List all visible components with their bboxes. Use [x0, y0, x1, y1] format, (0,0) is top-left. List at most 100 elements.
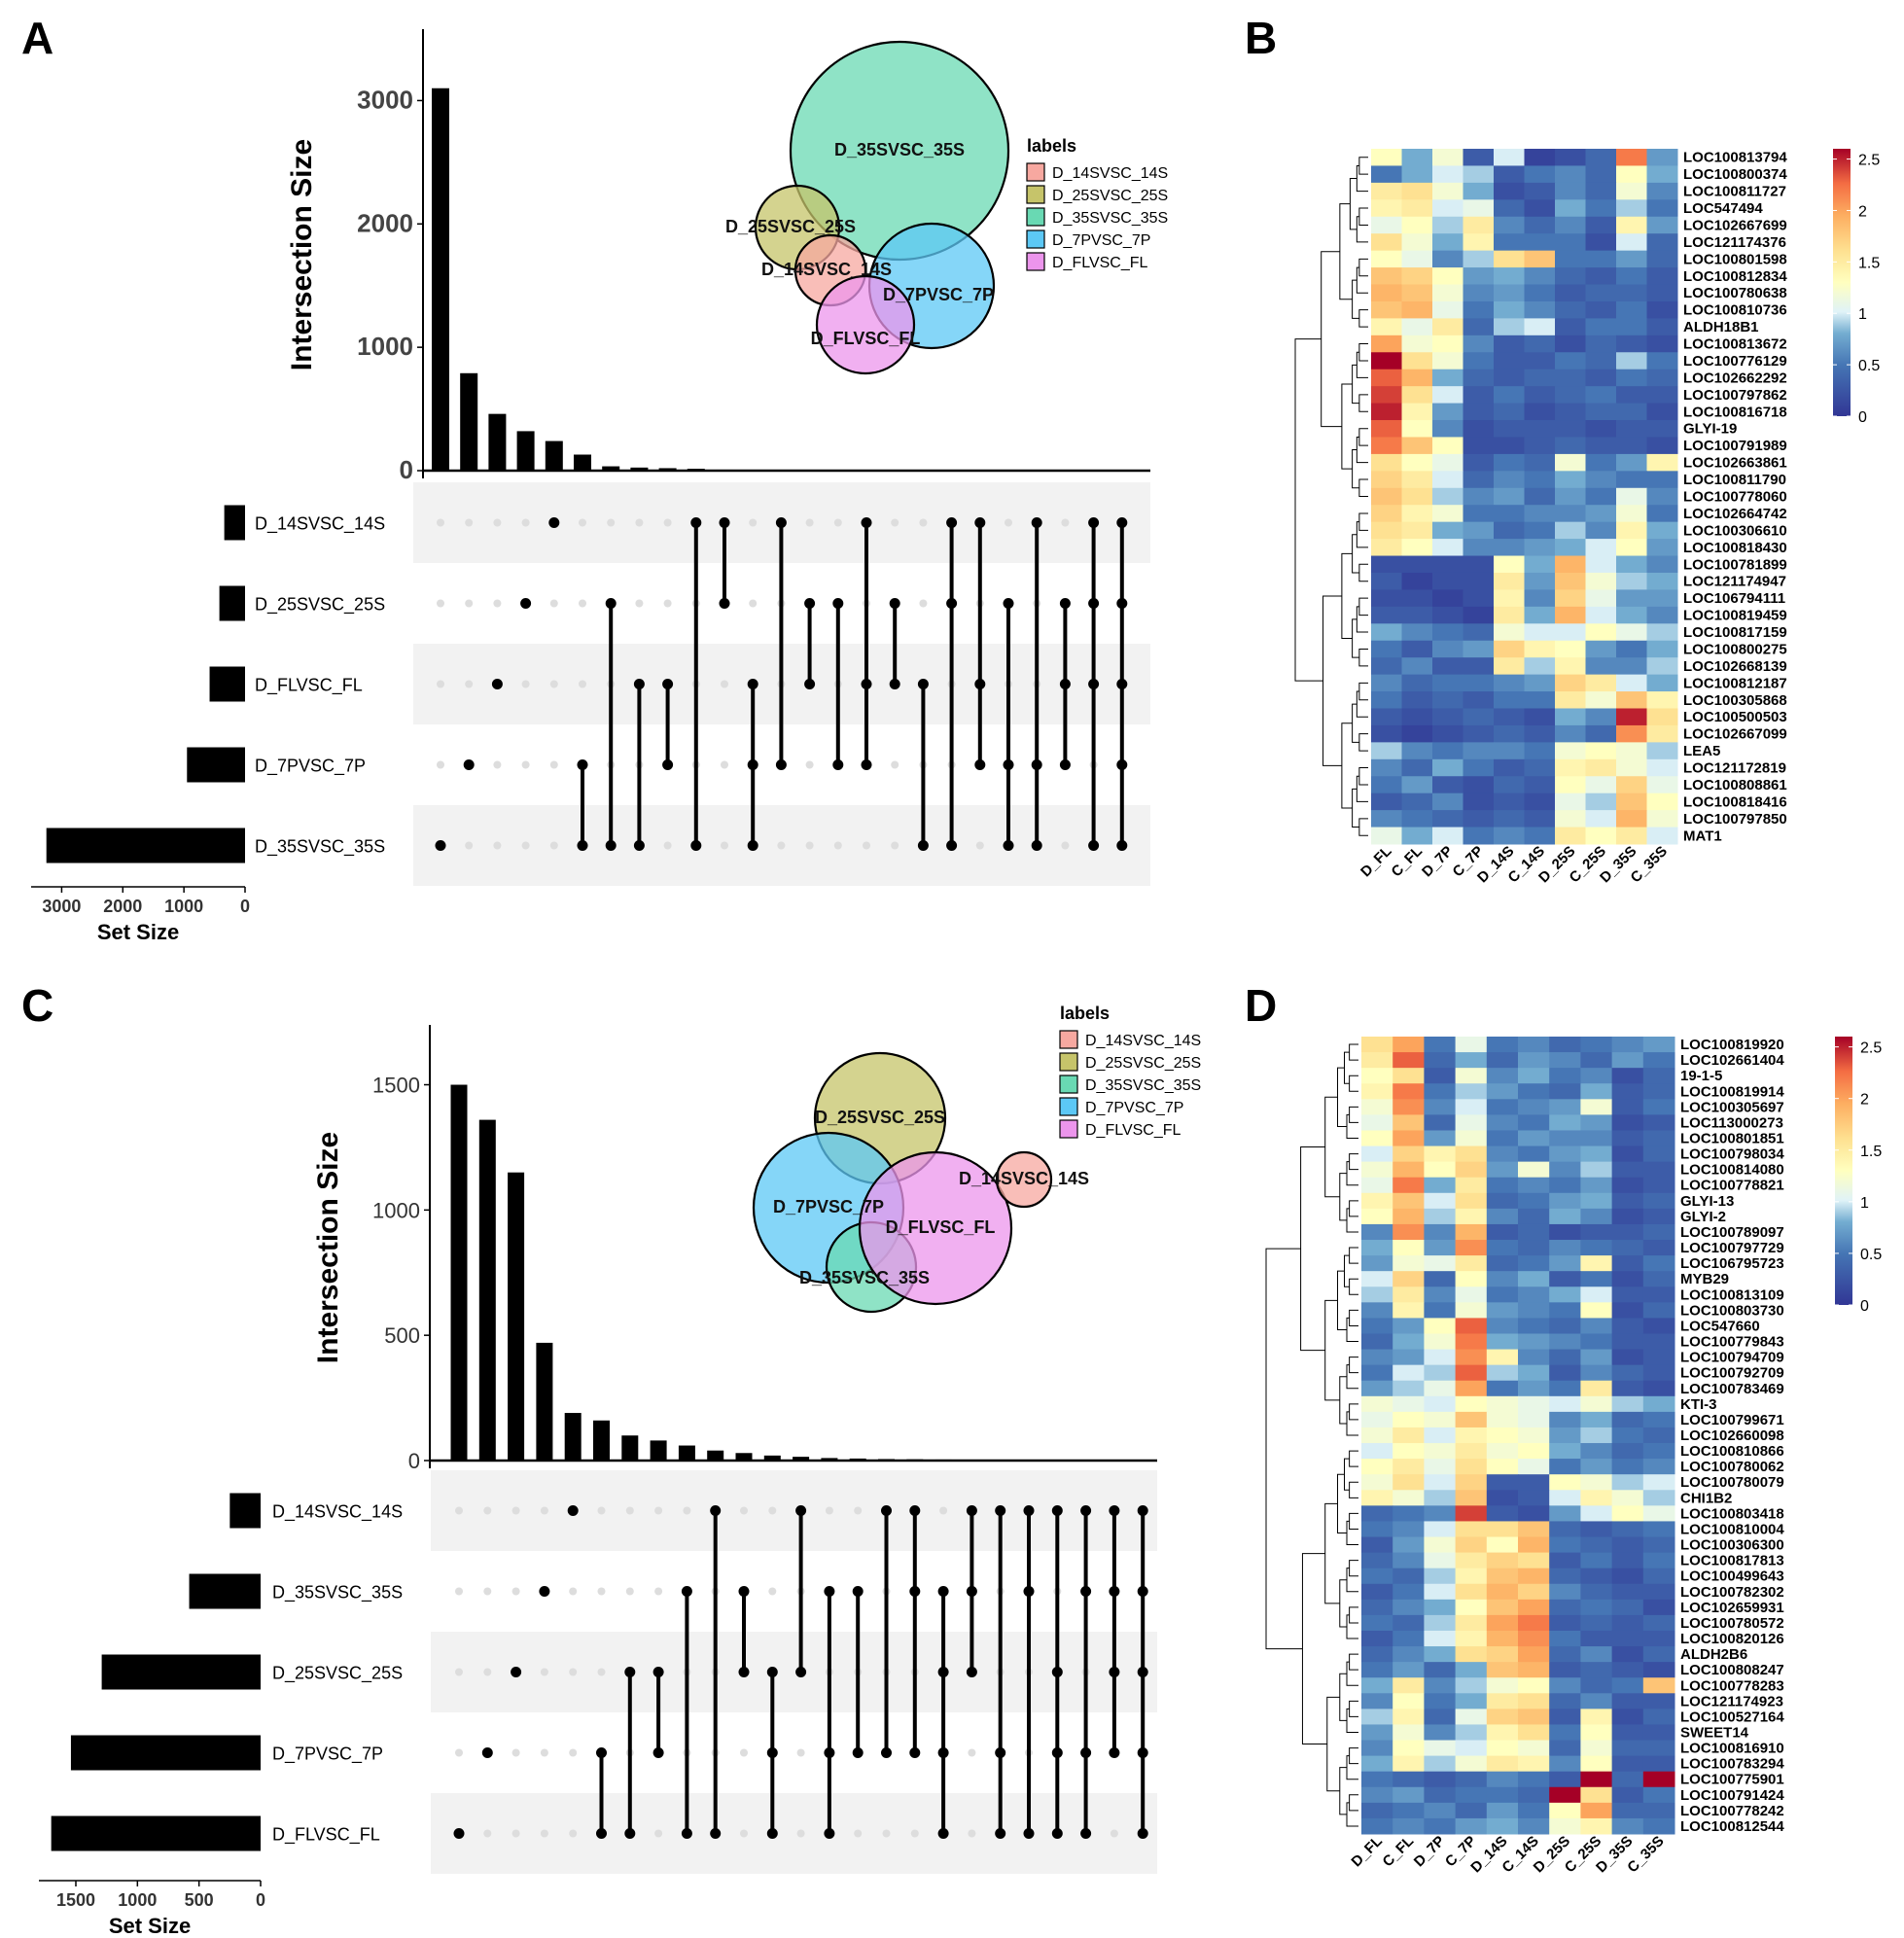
heatmap-b-cell: [1616, 742, 1647, 760]
heatmap-b-cell: [1494, 420, 1525, 438]
heatmap-b-cell: [1555, 810, 1586, 828]
heatmap-d-cell: [1518, 1630, 1550, 1647]
heatmap-d-cell: [1642, 1208, 1675, 1225]
heatmap-b-cell: [1585, 250, 1617, 268]
heatmap-d-cell: [1455, 1333, 1488, 1351]
venn-c-label-d-25svsc-25s: D_25SVSC_25S: [815, 1108, 945, 1127]
heatmap-d-cell: [1518, 1583, 1550, 1601]
heatmap-b-cell: [1646, 471, 1678, 489]
heatmap-b-cell: [1555, 165, 1586, 184]
heatmap-b-dendrogram-branch: [1356, 690, 1368, 718]
heatmap-b-cell: [1463, 555, 1495, 574]
heatmap-d-cell: [1486, 1068, 1519, 1084]
heatmap-b: LOC100813794LOC100800374LOC100811727LOC5…: [1294, 149, 1880, 886]
heatmap-b-cell: [1494, 589, 1525, 608]
heatmap-d-cell: [1455, 1318, 1488, 1334]
heatmap-d-cell: [1580, 1130, 1613, 1147]
upset-c-set-size-tick-label: 1000: [118, 1890, 157, 1910]
heatmap-b-cell: [1616, 521, 1647, 540]
heatmap-d-cell: [1549, 1802, 1581, 1819]
heatmap-d-cell: [1424, 1052, 1457, 1069]
heatmap-d-cell: [1455, 1693, 1488, 1709]
upset-a-ytick-label: 2000: [357, 208, 413, 237]
heatmap-d-cell: [1549, 1223, 1581, 1241]
heatmap-d-cell: [1549, 1380, 1581, 1397]
heatmap-d-cell: [1518, 1724, 1550, 1742]
heatmap-b-cell: [1585, 606, 1617, 624]
upset-a-dot-empty: [891, 518, 899, 527]
venn-a-legend-item: D_35SVSC_35S: [1052, 210, 1168, 227]
heatmap-d-cell: [1424, 1302, 1457, 1319]
heatmap-d-cell: [1611, 1771, 1644, 1788]
heatmap-b-cell: [1616, 623, 1647, 642]
heatmap-d-cell: [1424, 1474, 1457, 1491]
venn-diagram-a: D_35SVSC_35S D_25SVSC_25S D_14SVSC_14S D_7P…: [725, 40, 1168, 375]
heatmap-d-cell: [1549, 1395, 1581, 1413]
heatmap-b-cell: [1494, 284, 1525, 302]
upset-c-dot-empty: [597, 1587, 606, 1596]
heatmap-d-dendrogram-branch: [1349, 1450, 1358, 1467]
heatmap-b-cell: [1432, 369, 1463, 387]
heatmap-b-cell: [1494, 810, 1525, 828]
heatmap-d-row-label: LOC100780079: [1680, 1474, 1784, 1491]
heatmap-b-cell: [1555, 437, 1586, 455]
heatmap-d-cell: [1549, 1145, 1581, 1163]
heatmap-d-cell: [1549, 1255, 1581, 1272]
upset-c-dot-empty: [768, 1506, 777, 1515]
upset-c-dot-empty: [968, 1748, 976, 1757]
upset-c-intersection-bar: [678, 1445, 695, 1461]
heatmap-d-cell: [1642, 1443, 1675, 1460]
heatmap-d-cell: [1455, 1505, 1488, 1522]
heatmap-d-row-label: LOC100783469: [1680, 1381, 1784, 1397]
heatmap-b-cell: [1524, 300, 1556, 319]
upset-a-ylabel: Intersection Size: [286, 139, 318, 370]
heatmap-b-cell: [1432, 437, 1463, 455]
heatmap-b-cell: [1585, 284, 1617, 302]
heatmap-b-cell: [1616, 199, 1647, 218]
upset-c-intersection-bar: [1020, 1460, 1038, 1461]
heatmap-d-cell: [1393, 1302, 1425, 1319]
heatmap-d-cell: [1642, 1083, 1675, 1100]
upset-c-dot-empty: [511, 1829, 520, 1838]
heatmap-b-dendrogram-branch: [1352, 703, 1359, 743]
heatmap-d-cell: [1393, 1802, 1425, 1819]
heatmap-d-cell: [1549, 1349, 1581, 1366]
heatmap-d-cell: [1424, 1599, 1457, 1616]
heatmap-d-cell: [1361, 1755, 1393, 1773]
heatmap-d-cell: [1580, 1083, 1613, 1100]
heatmap-b-cell: [1494, 606, 1525, 624]
heatmap-d-cell: [1361, 1037, 1393, 1053]
heatmap-b-cell: [1463, 369, 1495, 387]
heatmap-d-cell: [1580, 1443, 1613, 1460]
heatmap-b-cell: [1463, 793, 1495, 811]
heatmap-d-cell: [1393, 1333, 1425, 1351]
heatmap-d-cell: [1424, 1349, 1457, 1366]
heatmap-d-cell: [1518, 1740, 1550, 1757]
heatmap-b-cell: [1646, 369, 1678, 387]
heatmap-d-cell: [1424, 1099, 1457, 1115]
heatmap-d-cell: [1424, 1161, 1457, 1179]
heatmap-d-cell: [1361, 1474, 1393, 1491]
upset-c-intersection-bar: [707, 1450, 724, 1461]
venn-c-label-d-7pvsc-7p: D_7PVSC_7P: [773, 1197, 884, 1216]
heatmap-b-row-label: LOC100778060: [1683, 489, 1787, 506]
upset-a-dot-filled: [463, 759, 475, 770]
heatmap-b-cell: [1524, 505, 1556, 523]
heatmap-d-cell: [1424, 1521, 1457, 1538]
heatmap-b-cell: [1524, 724, 1556, 743]
heatmap-d-cell: [1424, 1693, 1457, 1709]
heatmap-b-cell: [1524, 572, 1556, 590]
heatmap-b-cell: [1432, 471, 1463, 489]
heatmap-d-cell: [1518, 1068, 1550, 1084]
heatmap-b-cell: [1616, 335, 1647, 353]
venn-a-circle-d-flvsc-fl: [815, 274, 916, 375]
heatmap-b-cell: [1616, 453, 1647, 472]
heatmap-d-cell: [1424, 1614, 1457, 1632]
upset-a-dot-empty: [749, 518, 758, 527]
heatmap-d-cell: [1611, 1568, 1644, 1585]
heatmap-d-cell: [1361, 1817, 1393, 1835]
heatmap-b-row-label: LOC100812187: [1683, 675, 1787, 691]
heatmap-d-row-label: LOC100799671: [1680, 1412, 1784, 1428]
heatmap-b-cell: [1432, 318, 1463, 336]
upset-c-ytick-label: 1500: [372, 1074, 420, 1098]
